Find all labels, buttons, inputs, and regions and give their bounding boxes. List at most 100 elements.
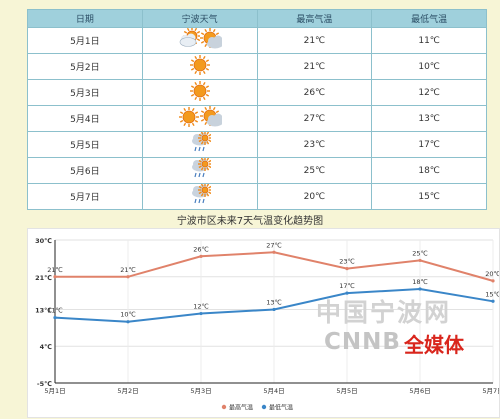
- data-label: 21℃: [120, 266, 136, 274]
- table-row: 5月6日 25℃ 18℃: [27, 157, 487, 184]
- data-label: 13℃: [266, 298, 282, 306]
- y-tick-label: 4℃: [40, 343, 53, 351]
- data-point: [126, 275, 130, 279]
- data-point: [491, 299, 495, 303]
- column-header: 日期: [27, 9, 143, 28]
- y-tick-label: -5℃: [37, 380, 52, 388]
- column-header: 最低气温: [371, 9, 487, 28]
- table-row: 5月3日 26℃ 12℃: [27, 79, 487, 106]
- date-cell: 5月7日: [27, 183, 143, 210]
- low-temp-cell: 12℃: [371, 79, 487, 106]
- data-point: [53, 316, 57, 320]
- data-label: 20℃: [485, 270, 499, 278]
- weather-cell: [141, 157, 258, 184]
- data-point: [345, 291, 349, 295]
- watermark-cnnb-chinese: 中国宁波网: [316, 298, 452, 327]
- low-temp-cell: 11℃: [371, 27, 487, 54]
- data-point: [491, 279, 495, 283]
- y-tick-label: 30℃: [35, 237, 52, 245]
- table-row: 5月7日 20℃ 15℃: [27, 183, 487, 210]
- column-header: 宁波天气: [141, 9, 258, 28]
- low-temp-cell: 18℃: [371, 157, 487, 184]
- legend-marker: [261, 404, 267, 410]
- high-temp-cell: 27℃: [256, 105, 373, 132]
- weather-icons: [189, 131, 212, 157]
- high-temp-cell: 21℃: [256, 53, 373, 80]
- data-point: [418, 287, 422, 291]
- date-cell: 5月2日: [27, 53, 143, 80]
- x-tick-label: 5月4日: [263, 387, 284, 395]
- legend-label: 最低气温: [269, 404, 293, 412]
- sun-cloud-icon: [199, 106, 223, 131]
- sun-icon: [178, 106, 200, 131]
- y-tick-label: 13℃: [35, 306, 52, 314]
- legend-marker: [221, 404, 227, 410]
- watermark-all-media: 全媒体: [404, 333, 464, 357]
- x-tick-label: 5月3日: [190, 387, 211, 395]
- chart-caption: 宁波市区未来7天气温变化趋势图: [176, 216, 324, 227]
- date-cell: 5月3日: [27, 79, 143, 106]
- data-point: [272, 250, 276, 254]
- data-point: [199, 254, 203, 258]
- data-point: [345, 267, 349, 271]
- sun-icon: [189, 54, 211, 79]
- weather-icons: [189, 157, 212, 183]
- low-temp-cell: 15℃: [371, 183, 487, 210]
- partly-cloudy-icon: [178, 27, 201, 53]
- data-label: 26℃: [193, 245, 209, 253]
- weather-icons: [189, 80, 211, 105]
- weather-cell: [141, 183, 258, 210]
- weather-cell: [141, 131, 258, 158]
- data-label: 17℃: [339, 282, 355, 290]
- high-temp-cell: 25℃: [256, 157, 373, 184]
- legend-label: 最高气温: [229, 404, 253, 412]
- date-cell: 5月5日: [27, 131, 143, 158]
- weather-icons: [189, 54, 211, 79]
- date-cell: 5月1日: [27, 27, 143, 54]
- table-row: 5月4日 27℃ 13℃: [27, 105, 487, 132]
- data-label: 21℃: [47, 266, 63, 274]
- table-row: 5月5日 23℃ 17℃: [27, 131, 487, 158]
- table-header-row: 日期 宁波天气 最高气温 最低气温: [27, 9, 487, 28]
- x-tick-label: 5月1日: [44, 387, 65, 395]
- sun-cloud-icon: [199, 28, 223, 53]
- x-tick-label: 5月7日: [482, 387, 499, 395]
- watermark-cnnb-logo: CNNB: [324, 329, 401, 355]
- forecast-table: 日期 宁波天气 最高气温 最低气温 5月1日 21℃ 11℃ 5月2日 21℃ 10℃ 5月3日 2…: [27, 9, 487, 210]
- high-temp-cell: 26℃: [256, 79, 373, 106]
- sun-icon: [189, 80, 211, 105]
- high-temp-cell: 20℃: [256, 183, 373, 210]
- data-label: 15℃: [485, 290, 499, 298]
- weather-icons: [189, 183, 212, 209]
- table-row: 5月2日 21℃ 10℃: [27, 53, 487, 80]
- date-cell: 5月6日: [27, 157, 143, 184]
- data-label: 11℃: [47, 307, 63, 315]
- data-point: [199, 311, 203, 316]
- weather-icons: [178, 106, 223, 131]
- data-label: 27℃: [266, 241, 282, 249]
- table-row: 5月1日 21℃ 11℃: [27, 27, 487, 54]
- x-tick-label: 5月5日: [336, 387, 357, 395]
- cloud-rain-icon: [189, 183, 212, 209]
- data-label: 10℃: [120, 311, 136, 319]
- column-header: 最高气温: [256, 9, 373, 28]
- weather-cell: [141, 105, 258, 132]
- low-temp-cell: 10℃: [371, 53, 487, 80]
- data-label: 23℃: [339, 258, 355, 266]
- x-tick-label: 5月2日: [117, 387, 138, 395]
- data-point: [418, 258, 422, 263]
- low-temp-cell: 17℃: [371, 131, 487, 158]
- data-label: 18℃: [412, 278, 428, 286]
- low-temp-cell: 13℃: [371, 105, 487, 132]
- y-tick-label: 21℃: [35, 274, 52, 282]
- weather-icons: [178, 27, 223, 53]
- x-tick-label: 5月6日: [409, 387, 430, 395]
- cloud-rain-icon: [189, 131, 212, 157]
- data-point: [272, 307, 276, 312]
- weather-cell: [141, 27, 258, 54]
- data-point: [53, 275, 57, 279]
- high-temp-cell: 23℃: [256, 131, 373, 158]
- high-temp-cell: 21℃: [256, 27, 373, 54]
- chart-panel: 30℃ 21℃ 13℃ 4℃ -5℃ 5月1日 5月2日 5月3日 5月4日 5月5日 5月6日 5月…: [27, 228, 500, 418]
